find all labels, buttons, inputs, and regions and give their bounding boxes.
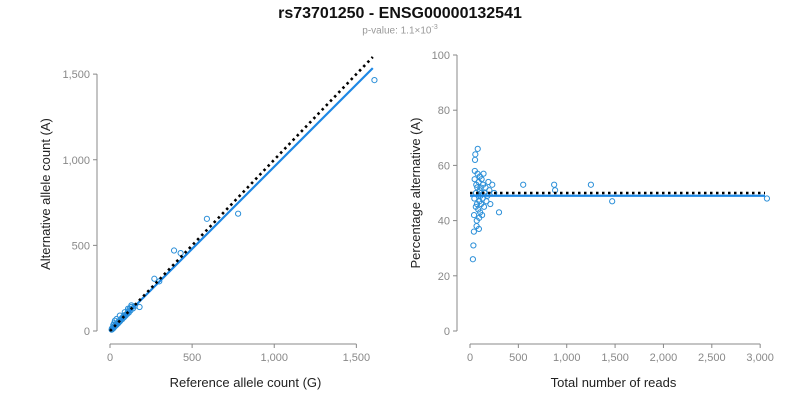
data-point <box>470 228 477 235</box>
expected-ratio-line <box>109 56 374 332</box>
data-point <box>551 181 558 188</box>
y-tick-label: 20 <box>438 271 450 283</box>
y-tick-label: 1,500 <box>62 69 90 81</box>
x-tick-label: 1,000 <box>553 352 581 364</box>
data-point <box>170 247 178 254</box>
y-tick-label: 40 <box>438 216 450 228</box>
data-point <box>472 151 479 158</box>
y-tick-label: 0 <box>84 326 90 338</box>
data-point <box>495 209 503 216</box>
data-point <box>475 225 482 232</box>
x-axis-label: Total number of reads <box>551 375 677 390</box>
data-point <box>469 256 477 263</box>
y-tick-label: 500 <box>72 240 90 252</box>
data-point <box>480 203 488 210</box>
x-tick-label: 2,500 <box>698 352 726 364</box>
x-tick-label: 1,500 <box>601 352 629 364</box>
chart-subtitle: p-value: 1.1×10-3 <box>0 24 800 36</box>
x-tick-label: 500 <box>183 352 201 364</box>
x-tick-label: 500 <box>509 352 527 364</box>
x-tick-label: 1,000 <box>260 352 288 364</box>
p-value-text: p-value: 1.1×10 <box>362 25 432 37</box>
y-tick-label: 1,000 <box>62 155 90 167</box>
data-point <box>471 176 478 183</box>
plot-panel-1: 0 500 1,000 1,500 0 500 1,000 1,500 Reference al… <box>38 56 378 390</box>
data-point <box>470 242 477 249</box>
data-point <box>113 315 120 323</box>
data-point <box>136 303 143 311</box>
y-axis-label: Percentage alternative (A) <box>408 117 423 268</box>
data-point <box>111 317 119 324</box>
data-point <box>116 312 123 319</box>
y-tick-label: 80 <box>438 105 450 117</box>
x-tick-label: 2,000 <box>650 352 678 364</box>
y-tick-label: 60 <box>438 160 450 172</box>
data-point <box>520 181 527 188</box>
p-value-exponent: -3 <box>431 24 438 31</box>
data-point <box>203 215 211 222</box>
data-point <box>474 145 481 152</box>
data-point <box>489 181 496 188</box>
chart-title: rs73701250 - ENSG00000132541 <box>278 5 522 22</box>
y-tick-label: 0 <box>444 326 450 338</box>
y-axis-label: Alternative allele count (A) <box>38 118 53 270</box>
data-point <box>371 77 378 84</box>
x-tick-label: 0 <box>467 352 473 364</box>
data-point <box>763 195 771 202</box>
data-point <box>470 211 478 219</box>
data-point <box>471 156 479 163</box>
data-point <box>587 181 595 188</box>
plot-panel-2: 0 20 40 60 80 100 0 500 1,000 1,500 2,000 2,500 3,00… <box>408 50 774 390</box>
data-point <box>487 200 494 208</box>
x-tick-label: 0 <box>107 352 113 364</box>
data-point <box>177 249 184 257</box>
data-point <box>609 198 616 205</box>
data-point <box>478 211 486 219</box>
data-point <box>480 170 487 177</box>
x-tick-label: 3,000 <box>746 352 774 364</box>
data-point <box>151 275 158 282</box>
data-point <box>478 176 485 183</box>
x-axis-label: Reference allele count (G) <box>170 375 322 390</box>
x-tick-label: 1,500 <box>343 352 371 364</box>
data-point <box>235 210 242 217</box>
y-tick-label: 100 <box>432 50 450 62</box>
